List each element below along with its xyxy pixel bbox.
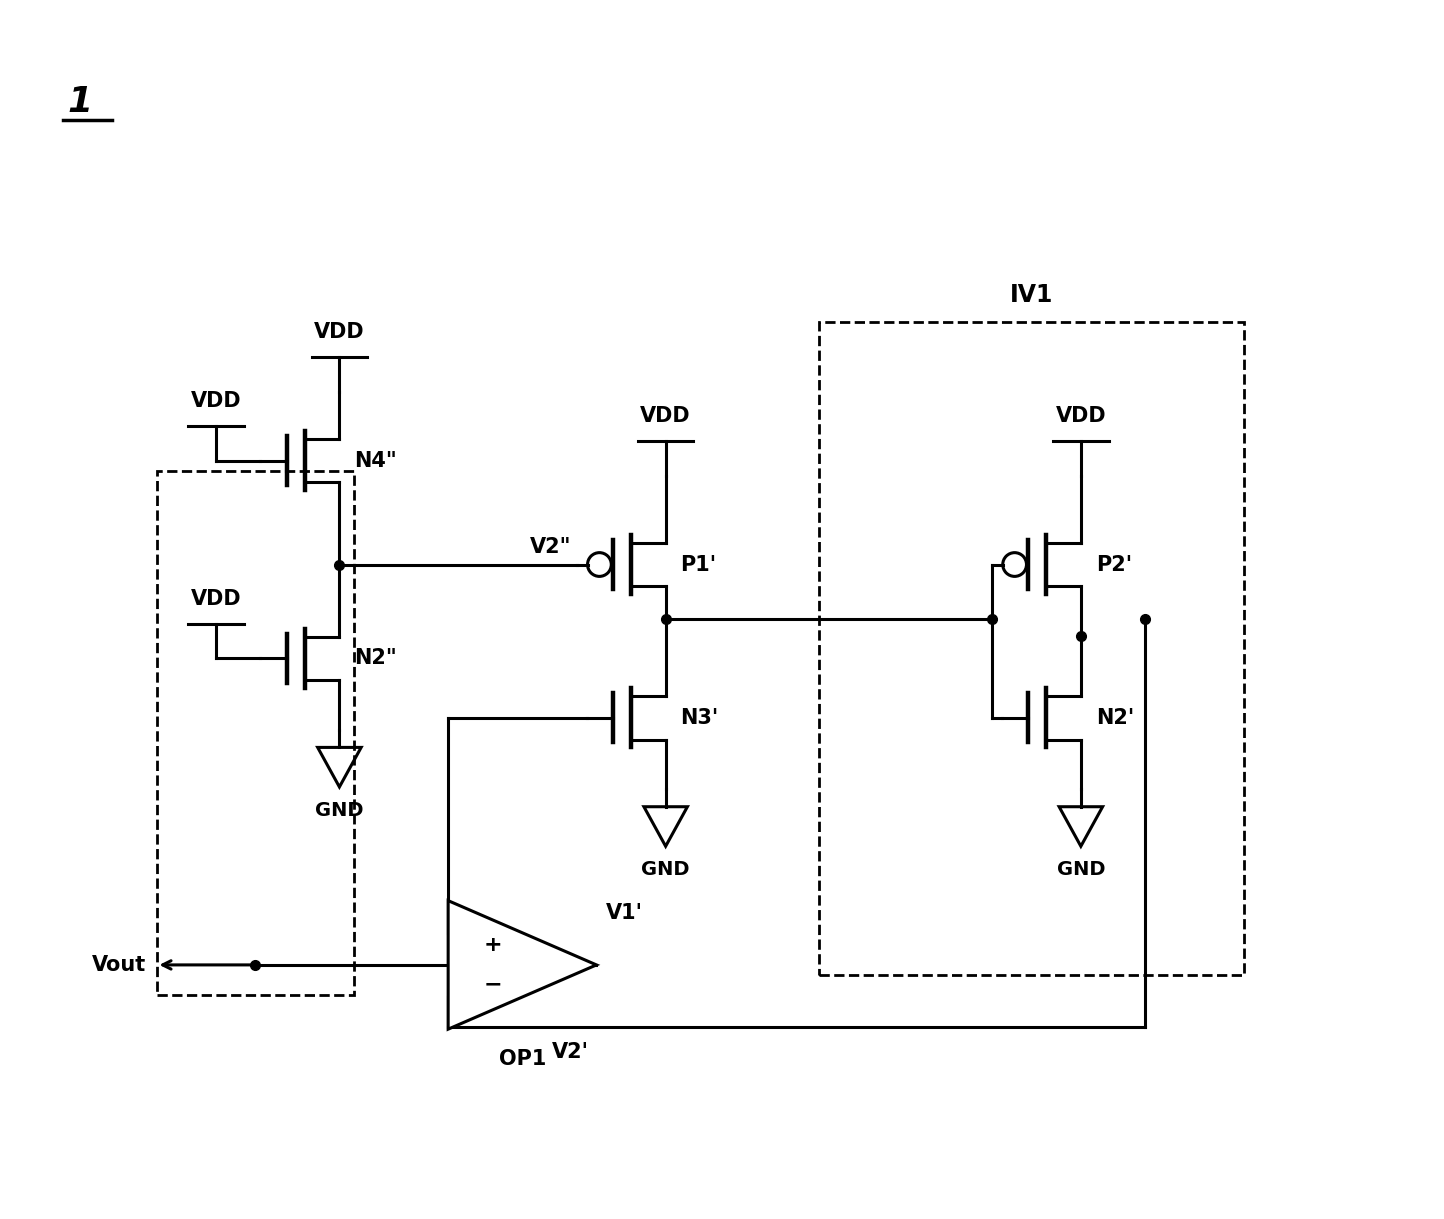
- Text: N4": N4": [354, 451, 397, 471]
- Polygon shape: [448, 901, 596, 1029]
- Text: VDD: VDD: [191, 589, 241, 610]
- Text: IV1: IV1: [1009, 284, 1053, 307]
- Text: V2": V2": [530, 536, 572, 557]
- Text: P2': P2': [1096, 555, 1132, 574]
- Text: N2": N2": [354, 649, 397, 668]
- Text: 1: 1: [68, 85, 92, 119]
- Text: N3': N3': [680, 708, 719, 728]
- Text: P1': P1': [680, 555, 716, 574]
- Text: GND: GND: [641, 861, 690, 879]
- Text: VDD: VDD: [191, 391, 241, 411]
- Text: N2': N2': [1096, 708, 1134, 728]
- Text: V1': V1': [606, 903, 644, 923]
- Text: −: −: [484, 975, 503, 995]
- Bar: [819, 322, 1243, 975]
- Bar: [156, 471, 354, 995]
- Text: VDD: VDD: [640, 406, 692, 427]
- Text: GND: GND: [315, 801, 364, 820]
- Text: VDD: VDD: [1056, 406, 1106, 427]
- Text: OP1: OP1: [498, 1048, 546, 1069]
- Text: +: +: [484, 935, 503, 956]
- Text: VDD: VDD: [315, 322, 365, 343]
- Text: GND: GND: [1057, 861, 1105, 879]
- Text: Vout: Vout: [92, 954, 147, 975]
- Text: V2': V2': [552, 1041, 589, 1062]
